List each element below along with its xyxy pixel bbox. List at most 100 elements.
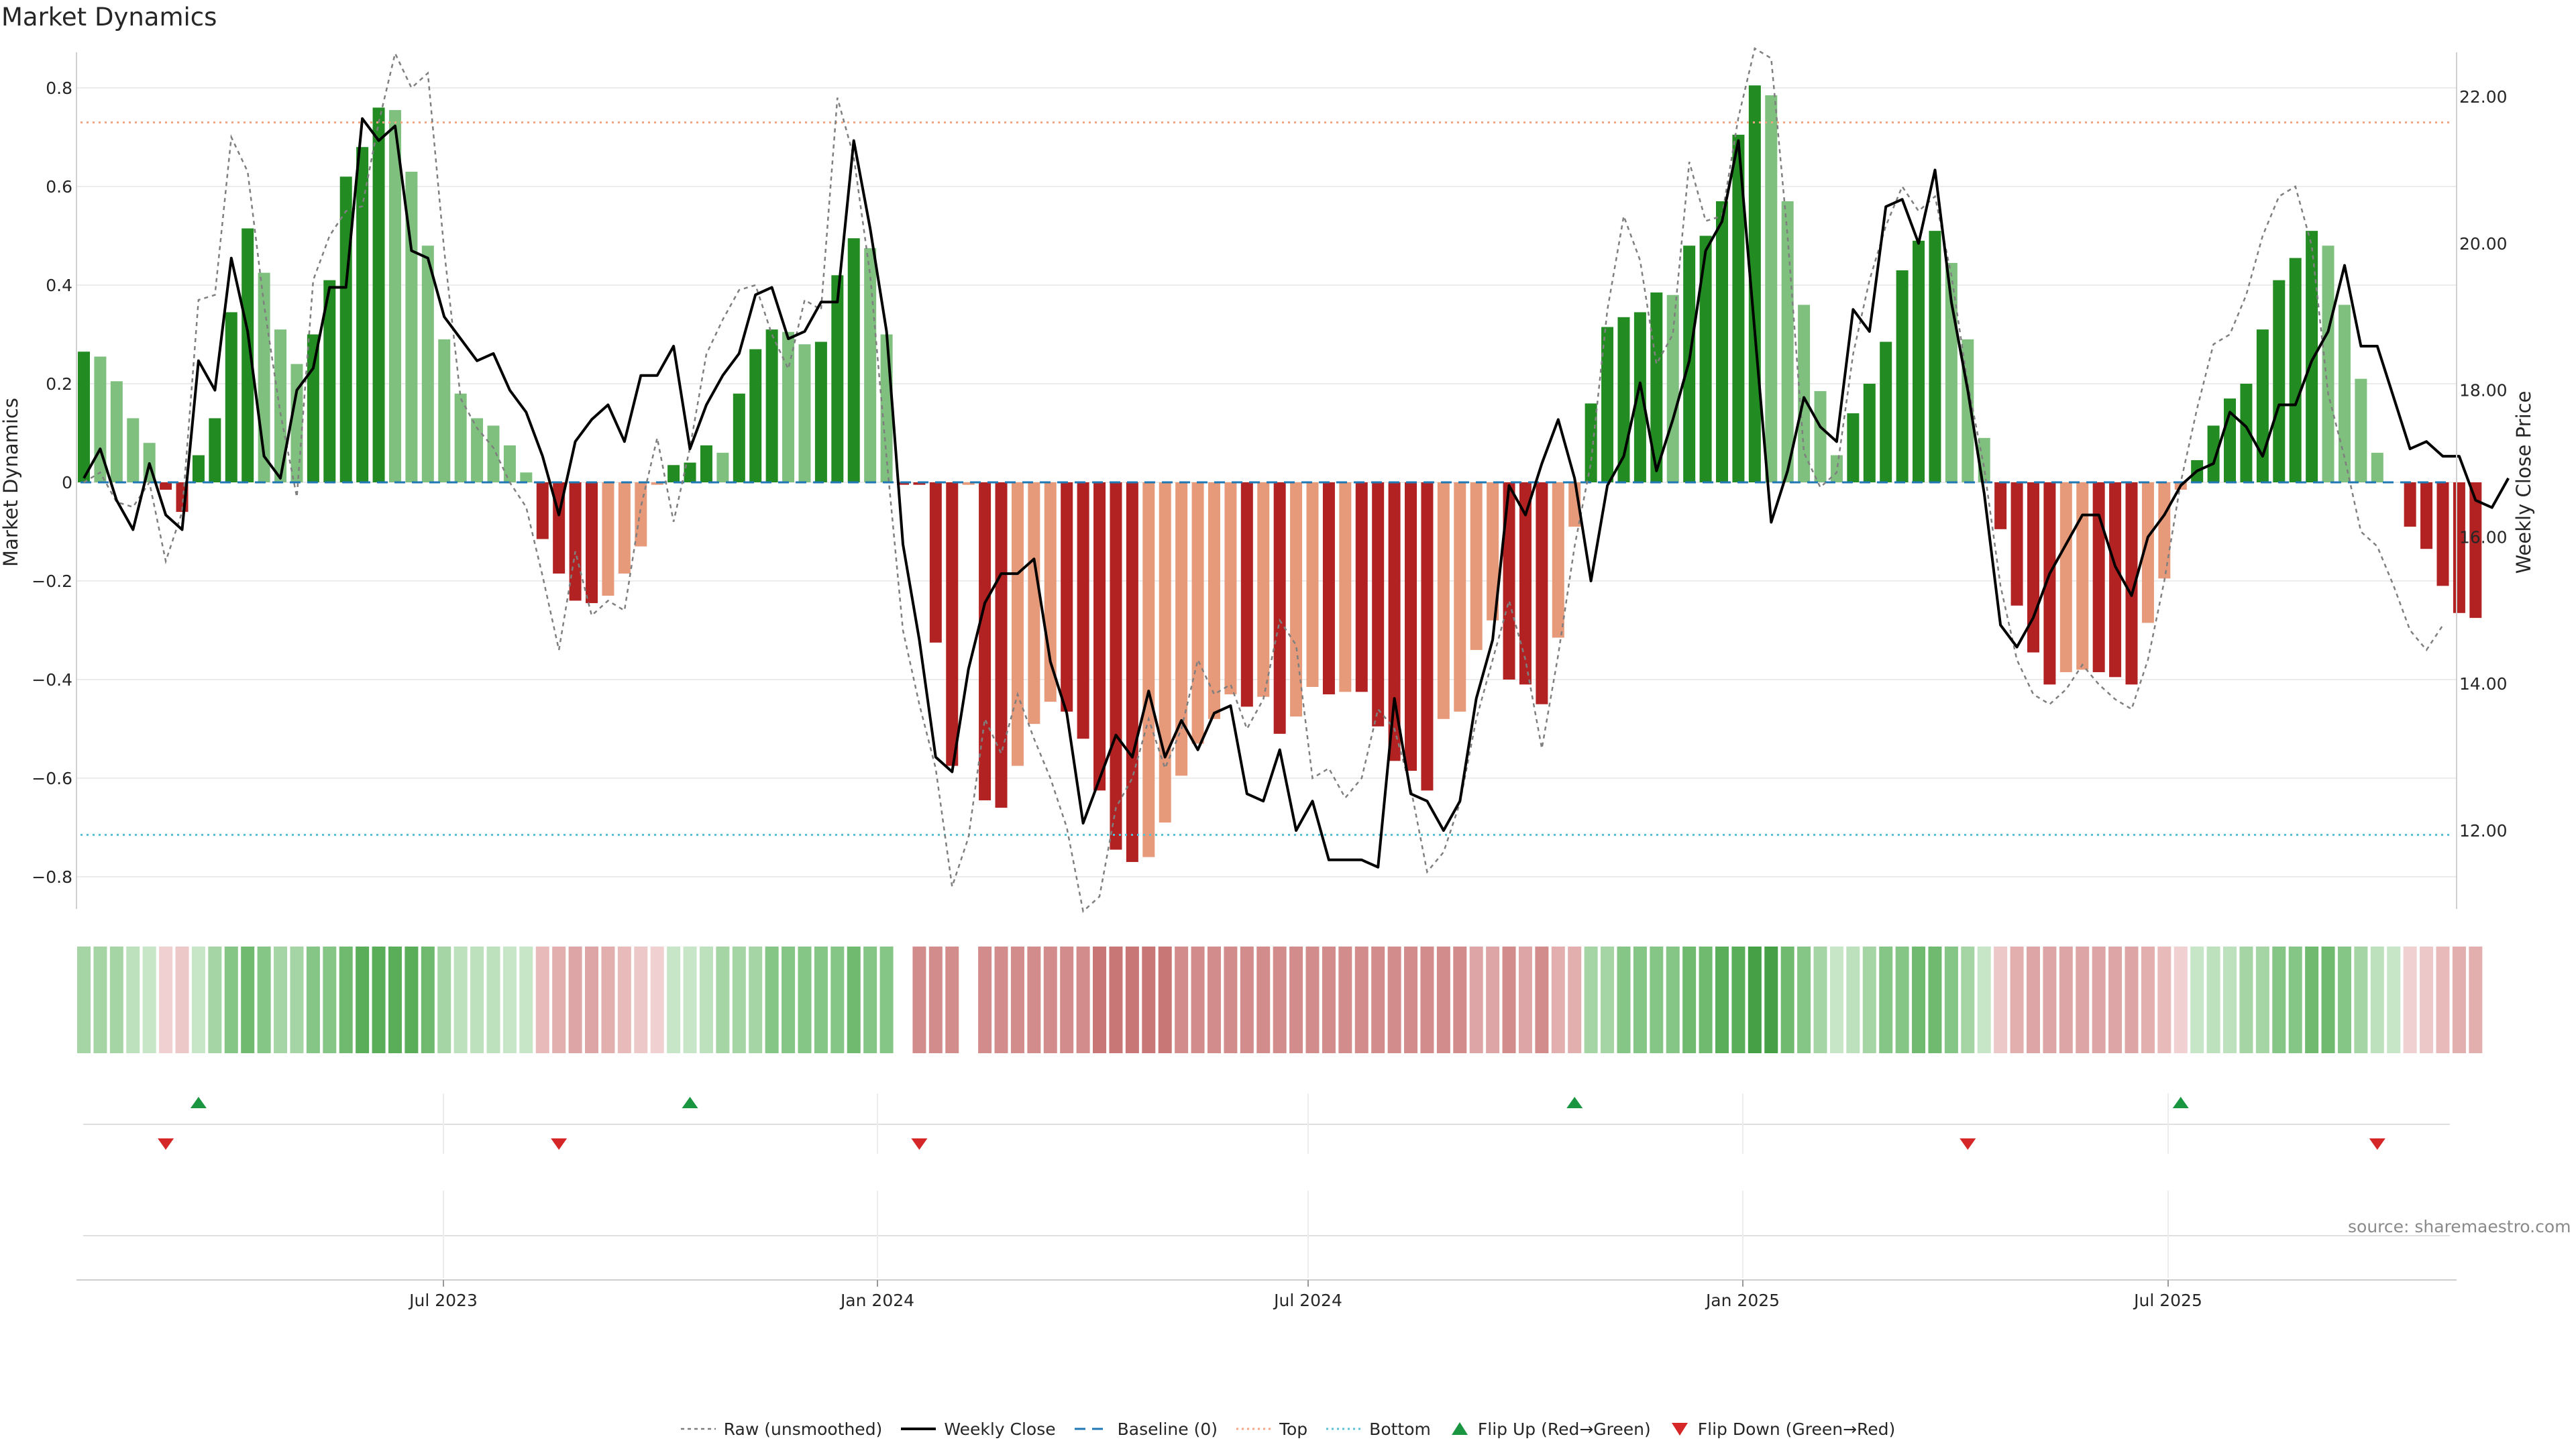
bar (2240, 384, 2253, 482)
y2-tick-label: 18.00 (2459, 381, 2508, 400)
bar (1585, 403, 1597, 482)
heat-cell (1944, 947, 1958, 1053)
bar (1339, 482, 1352, 692)
bar (651, 482, 663, 485)
heat-cell (2452, 947, 2466, 1053)
heat-cell (1780, 947, 1794, 1053)
heat-cell (1682, 947, 1697, 1053)
legend-label-raw: Raw (unsmoothed) (723, 1419, 883, 1439)
heat-cell (109, 947, 123, 1053)
heat-cell (290, 947, 304, 1053)
bar (618, 482, 631, 574)
bar (1798, 305, 1811, 482)
weekly-close-line (83, 117, 2510, 869)
bar (1601, 327, 1614, 482)
heat-cell (879, 947, 894, 1053)
heat-cell (224, 947, 238, 1053)
heat-cell (1273, 947, 1287, 1053)
flip-down-marker (158, 1138, 174, 1150)
heat-cell (241, 947, 255, 1053)
heat-cell (1502, 947, 1516, 1053)
flip-down-marker (1960, 1138, 1976, 1150)
heat-cell (1486, 947, 1500, 1053)
heat-cell (1797, 947, 1811, 1053)
heat-cell (2043, 947, 2057, 1053)
heat-cell (765, 947, 779, 1053)
bar (1487, 482, 1499, 621)
x-axis: Jul 2023 Jan 2024 Jul 2024 Jan 2025 Jul 2025 (76, 1279, 2457, 1310)
y2-axis-label: Weekly Close Price (2512, 391, 2535, 574)
heat-cell (1535, 947, 1549, 1053)
heat-cell (159, 947, 173, 1053)
heat-cell (453, 947, 468, 1053)
heat-cell (323, 947, 337, 1053)
flip-up-marker (1566, 1097, 1583, 1108)
bar (995, 482, 1008, 808)
bar (1519, 482, 1532, 685)
heat-cell (2125, 947, 2139, 1053)
heat-cell (2436, 947, 2450, 1053)
bar (454, 393, 467, 482)
heat-cell (388, 947, 402, 1053)
legend-label-top: Top (1279, 1419, 1308, 1439)
heat-cell (1109, 947, 1123, 1053)
heat-cell (502, 947, 517, 1053)
heat-cell (1699, 947, 1713, 1053)
x-tick-label: Jul 2025 (2133, 1291, 2202, 1310)
heat-cell (830, 947, 845, 1053)
heat-cell (1879, 947, 1893, 1053)
bar (2404, 482, 2416, 527)
heat-cell (1469, 947, 1483, 1053)
heat-cell (1142, 947, 1156, 1053)
bar (635, 482, 647, 547)
heat-cell (1617, 947, 1631, 1053)
flip-up-marker (190, 1097, 207, 1108)
bar (716, 452, 729, 482)
bar (2453, 482, 2465, 613)
legend-label-flip-up: Flip Up (Red→Green) (1477, 1419, 1651, 1439)
heat-cell (1829, 947, 1843, 1053)
heat-cell (749, 947, 763, 1053)
bar (1454, 482, 1466, 712)
bar (290, 364, 303, 482)
bar (1863, 384, 1876, 482)
heat-cell (2403, 947, 2417, 1053)
heat-cell (2370, 947, 2384, 1053)
y-tick-label: 0.6 (46, 177, 72, 197)
heat-cell (2239, 947, 2253, 1053)
bar (1077, 482, 1089, 739)
bar (1437, 482, 1450, 719)
y-tick-label: 0.2 (46, 374, 72, 394)
bar (1732, 134, 1745, 482)
bar (2273, 280, 2286, 482)
bar (1765, 95, 1778, 482)
flip-down-marker (2369, 1138, 2385, 1150)
heat-cell (1731, 947, 1746, 1053)
legend-item-baseline: Baseline (0) (1074, 1419, 1218, 1439)
heat-cell (372, 947, 386, 1053)
heat-cell (847, 947, 861, 1053)
bar (1322, 482, 1335, 695)
heat-cell (2288, 947, 2302, 1053)
legend-item-bottom: Bottom (1326, 1419, 1431, 1439)
legend-label-flip-down: Flip Down (Green→Red) (1697, 1419, 1896, 1439)
bar (1273, 482, 1286, 734)
heat-cell (1977, 947, 1991, 1053)
heat-cell (2059, 947, 2073, 1053)
heat-cell (2255, 947, 2269, 1053)
bar (127, 418, 140, 482)
bar (1061, 482, 1073, 712)
heat-cell (1371, 947, 1385, 1053)
heat-cell (175, 947, 189, 1053)
y-tick-label: 0.8 (46, 78, 72, 98)
heat-cell (683, 947, 697, 1053)
heat-cell (1650, 947, 1664, 1053)
heat-cell (1093, 947, 1107, 1053)
bar (814, 341, 827, 482)
heat-cell (1305, 947, 1320, 1053)
bar (536, 482, 549, 539)
heat-cell (421, 947, 435, 1053)
y-tick-label: −0.8 (32, 867, 72, 887)
heat-cell (1354, 947, 1368, 1053)
